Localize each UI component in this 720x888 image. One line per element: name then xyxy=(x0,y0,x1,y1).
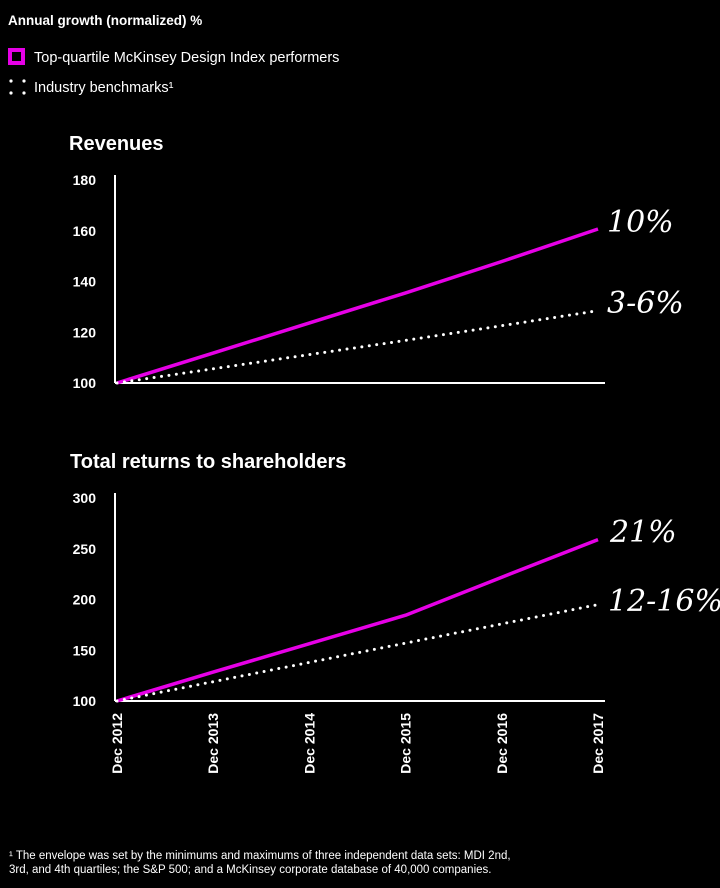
x-tick-label: Dec 2012 xyxy=(109,713,125,774)
x-tick-label: Dec 2015 xyxy=(398,713,414,774)
x-tick-label: Dec 2016 xyxy=(494,713,510,774)
footnote-line-2: 3rd, and 4th quartiles; the S&P 500; and… xyxy=(9,864,491,876)
x-tick-label: Dec 2014 xyxy=(301,713,317,774)
y-tick-label: 140 xyxy=(73,274,97,290)
value-annotations: 10% 3-6% 21% 12-16% xyxy=(607,205,720,619)
y-tick-label: 300 xyxy=(73,490,97,506)
legend-label-top-quartile: Top-quartile McKinsey Design Index perfo… xyxy=(34,50,339,66)
value-annotation: 10% xyxy=(607,205,674,240)
series-line-industry-benchmarks xyxy=(115,603,600,703)
legend: Top-quartile McKinsey Design Index perfo… xyxy=(8,48,339,96)
legend-solid-swatch xyxy=(8,48,25,65)
y-tick-label: 160 xyxy=(73,223,97,239)
y-tick-label: 120 xyxy=(73,324,97,340)
series-line-top-quartile xyxy=(116,227,599,385)
chart-header-title: Annual growth (normalized) % xyxy=(8,13,202,28)
legend-dotted-swatch xyxy=(9,79,26,95)
x-tick-label: Dec 2013 xyxy=(205,713,221,774)
y-tick-label: 180 xyxy=(73,172,97,188)
value-annotation: 21% xyxy=(609,515,677,550)
value-annotation: 3-6% xyxy=(607,286,684,321)
series-line-industry-benchmarks xyxy=(115,309,600,385)
x-tick-label: Dec 2017 xyxy=(590,713,606,774)
panel-title-tsr: Total returns to shareholders xyxy=(70,451,346,473)
tick-labels: 100 120 140 160 180 100 150 200 250 300 Dec 2012 De… xyxy=(73,172,606,774)
legend-label-industry-benchmarks: Industry benchmarks¹ xyxy=(34,80,174,96)
series-lines xyxy=(115,227,600,703)
series-line-top-quartile xyxy=(116,537,599,703)
y-tick-label: 100 xyxy=(73,375,97,391)
value-annotation: 12-16% xyxy=(608,584,720,619)
y-tick-label: 250 xyxy=(73,541,97,557)
y-tick-label: 150 xyxy=(73,642,97,658)
y-tick-label: 200 xyxy=(73,592,97,608)
y-tick-label: 100 xyxy=(73,693,97,709)
footnote-line-1: ¹ The envelope was set by the minimums a… xyxy=(9,850,511,862)
panel-title-revenues: Revenues xyxy=(69,133,164,155)
